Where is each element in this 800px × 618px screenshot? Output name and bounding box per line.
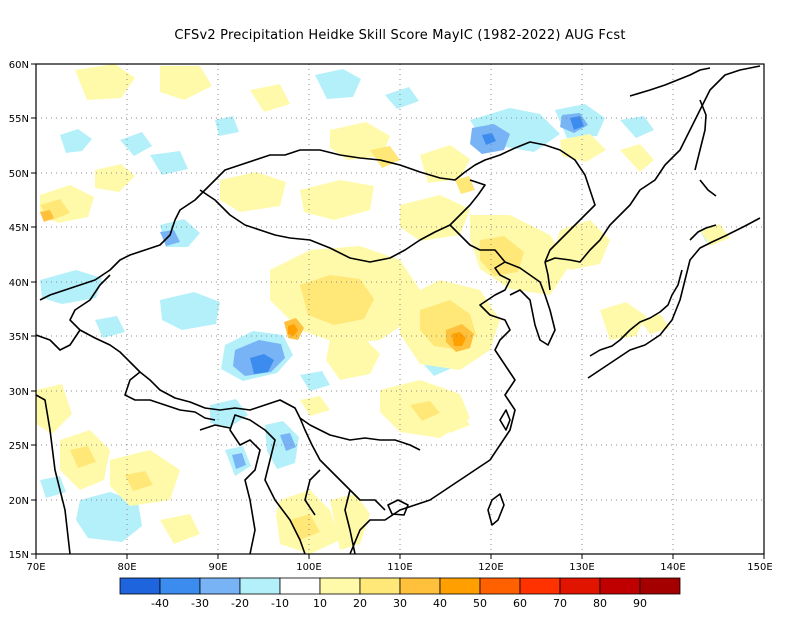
latitude-labels: 15N 20N 25N 30N 35N 40N 45N 50N 55N 60N: [9, 60, 29, 561]
colorbar-label: -40: [151, 597, 169, 610]
colorbar-swatch: [399, 577, 441, 595]
colorbar-label: -10: [271, 597, 289, 610]
lon-label: 110E: [387, 562, 412, 573]
colorbar-label: 20: [353, 597, 367, 610]
lat-label: 45N: [9, 223, 29, 234]
lon-label: 100E: [296, 562, 321, 573]
colorbar-swatch: [359, 577, 401, 595]
lon-label: 140E: [660, 562, 685, 573]
colorbar: -40 -30 -20 -10 10 20 30 40 50 60 70 80 90: [119, 577, 681, 610]
colorbar-swatch: [559, 577, 601, 595]
colorbar-label: 90: [633, 597, 647, 610]
lat-label: 30N: [9, 387, 29, 398]
positive-skill-max: [288, 324, 466, 346]
colorbar-label: 30: [393, 597, 407, 610]
lon-label: 80E: [117, 562, 136, 573]
lon-label: 130E: [569, 562, 594, 573]
colorbar-swatch: [639, 577, 681, 595]
lat-label: 20N: [9, 496, 29, 507]
colorbar-label: 40: [433, 597, 447, 610]
colorbar-swatch: [159, 577, 201, 595]
longitude-labels: 70E 80E 90E 100E 110E 120E 130E 140E 150…: [26, 562, 772, 573]
political-borders: [36, 141, 596, 554]
colorbar-swatch: [519, 577, 561, 595]
lon-label: 90E: [208, 562, 227, 573]
colorbar-label: 70: [553, 597, 567, 610]
colorbar-label: 80: [593, 597, 607, 610]
colorbar-label: -20: [231, 597, 249, 610]
colorbar-swatch: [479, 577, 521, 595]
colorbar-label: 50: [473, 597, 487, 610]
map-title: CFSv2 Precipitation Heidke Skill Score M…: [174, 28, 626, 43]
lon-label: 150E: [747, 562, 772, 573]
lat-label: 40N: [9, 278, 29, 289]
colorbar-label: 10: [313, 597, 327, 610]
skill-field: [36, 64, 730, 554]
colorbar-swatch: [119, 577, 161, 595]
tick-marks: [31, 63, 765, 559]
colorbar-swatch: [279, 577, 321, 595]
colorbar-swatch: [439, 577, 481, 595]
colorbar-label: 60: [513, 597, 527, 610]
colorbar-swatch: [319, 577, 361, 595]
colorbar-swatch: [199, 577, 241, 595]
lat-label: 60N: [9, 60, 29, 71]
colorbar-swatch: [599, 577, 641, 595]
negative-skill-strong: [250, 116, 584, 374]
lat-label: 50N: [9, 169, 29, 180]
lat-label: 55N: [9, 114, 29, 125]
lat-label: 15N: [9, 550, 29, 561]
colorbar-swatch: [239, 577, 281, 595]
lon-label: 120E: [478, 562, 503, 573]
lat-label: 25N: [9, 441, 29, 452]
graticule: [36, 64, 764, 554]
lon-label: 70E: [26, 562, 45, 573]
lat-label: 35N: [9, 332, 29, 343]
colorbar-label: -30: [191, 597, 209, 610]
coastlines: [36, 65, 761, 554]
